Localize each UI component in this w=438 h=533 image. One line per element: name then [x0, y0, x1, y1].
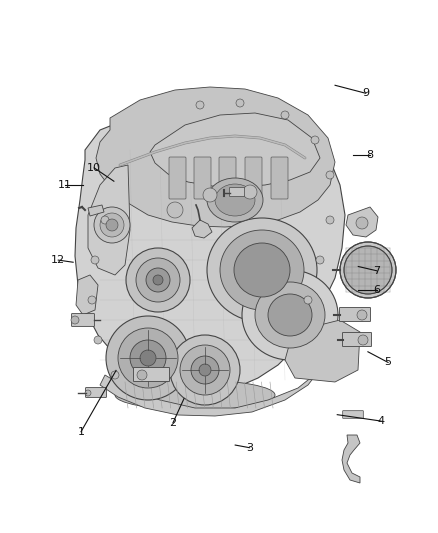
- Polygon shape: [96, 87, 335, 227]
- Polygon shape: [192, 220, 212, 238]
- Circle shape: [304, 296, 312, 304]
- Circle shape: [344, 246, 392, 294]
- Circle shape: [130, 340, 166, 376]
- Circle shape: [281, 111, 289, 119]
- Text: 12: 12: [51, 255, 65, 265]
- Text: 7: 7: [373, 266, 380, 276]
- FancyBboxPatch shape: [343, 411, 363, 418]
- Circle shape: [358, 335, 368, 345]
- Text: 6: 6: [373, 286, 380, 295]
- Polygon shape: [75, 108, 345, 393]
- Ellipse shape: [242, 270, 338, 360]
- FancyBboxPatch shape: [245, 157, 262, 199]
- Circle shape: [85, 390, 91, 396]
- Polygon shape: [150, 113, 320, 187]
- Circle shape: [91, 256, 99, 264]
- Circle shape: [236, 99, 244, 107]
- Text: 3: 3: [246, 443, 253, 453]
- Circle shape: [357, 310, 367, 320]
- Text: 2: 2: [170, 418, 177, 427]
- FancyBboxPatch shape: [219, 157, 236, 199]
- Circle shape: [311, 136, 319, 144]
- Text: 8: 8: [367, 150, 374, 159]
- Polygon shape: [100, 372, 318, 416]
- Circle shape: [316, 256, 324, 264]
- Circle shape: [180, 345, 230, 395]
- Polygon shape: [88, 205, 104, 216]
- FancyBboxPatch shape: [339, 308, 371, 321]
- Ellipse shape: [255, 282, 325, 348]
- FancyBboxPatch shape: [343, 333, 371, 346]
- FancyBboxPatch shape: [85, 387, 106, 398]
- Polygon shape: [88, 165, 130, 275]
- Text: 11: 11: [58, 180, 72, 190]
- Circle shape: [126, 248, 190, 312]
- Circle shape: [326, 216, 334, 224]
- Circle shape: [170, 335, 240, 405]
- Ellipse shape: [220, 230, 304, 310]
- FancyBboxPatch shape: [169, 157, 186, 199]
- Circle shape: [136, 258, 180, 302]
- Polygon shape: [285, 320, 360, 382]
- Circle shape: [118, 328, 178, 388]
- Circle shape: [140, 350, 156, 366]
- Circle shape: [203, 188, 217, 202]
- Circle shape: [326, 171, 334, 179]
- Circle shape: [196, 101, 204, 109]
- Ellipse shape: [207, 218, 317, 322]
- FancyBboxPatch shape: [71, 313, 95, 326]
- Circle shape: [94, 207, 130, 243]
- Circle shape: [340, 242, 396, 298]
- Circle shape: [153, 275, 163, 285]
- Circle shape: [137, 370, 147, 380]
- Circle shape: [106, 316, 190, 400]
- Ellipse shape: [234, 243, 290, 297]
- Text: 5: 5: [385, 358, 392, 367]
- FancyBboxPatch shape: [230, 188, 244, 197]
- Polygon shape: [346, 207, 378, 237]
- Circle shape: [106, 219, 118, 231]
- Ellipse shape: [115, 380, 275, 410]
- Circle shape: [191, 356, 219, 384]
- Ellipse shape: [207, 178, 263, 222]
- Text: 10: 10: [87, 163, 101, 173]
- FancyBboxPatch shape: [194, 157, 211, 199]
- Text: 1: 1: [78, 427, 85, 437]
- Circle shape: [71, 316, 79, 324]
- Ellipse shape: [215, 184, 255, 216]
- Circle shape: [100, 213, 124, 237]
- Circle shape: [111, 371, 119, 379]
- Circle shape: [101, 216, 109, 224]
- Text: 9: 9: [362, 88, 369, 98]
- Ellipse shape: [268, 294, 312, 336]
- Polygon shape: [76, 275, 98, 315]
- FancyBboxPatch shape: [134, 367, 170, 382]
- Circle shape: [243, 185, 257, 199]
- Circle shape: [88, 296, 96, 304]
- Circle shape: [199, 364, 211, 376]
- Polygon shape: [342, 435, 360, 483]
- FancyBboxPatch shape: [271, 157, 288, 199]
- Circle shape: [146, 268, 170, 292]
- Text: 4: 4: [378, 416, 385, 426]
- Circle shape: [167, 202, 183, 218]
- Circle shape: [94, 336, 102, 344]
- Circle shape: [356, 217, 368, 229]
